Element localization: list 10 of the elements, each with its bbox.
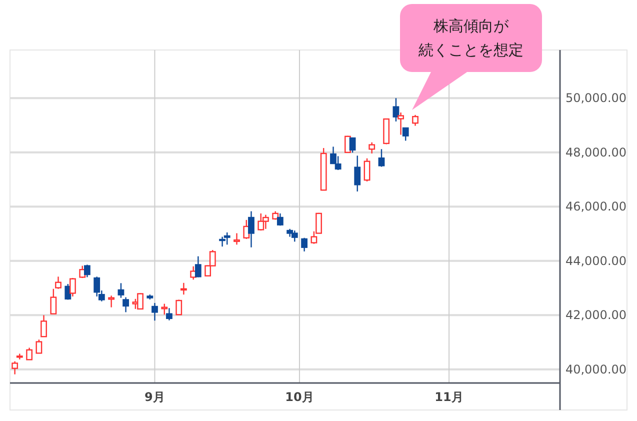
y-tick-label: 50,000.00 xyxy=(565,91,627,106)
x-tick-label: 11月 xyxy=(434,390,464,404)
y-tick-label: 40,000.00 xyxy=(565,362,627,376)
x-tick-label: 9月 xyxy=(144,390,165,404)
y-tick-label: 46,000.00 xyxy=(565,200,627,214)
y-tick-label: 48,000.00 xyxy=(565,145,627,160)
x-tick-label: 10月 xyxy=(285,390,314,404)
y-tick-label: 44,000.00 xyxy=(565,254,627,268)
annotation: 株高傾向が続くことを想定 xyxy=(418,17,524,59)
y-tick-label: 42,000.00 xyxy=(565,308,627,322)
